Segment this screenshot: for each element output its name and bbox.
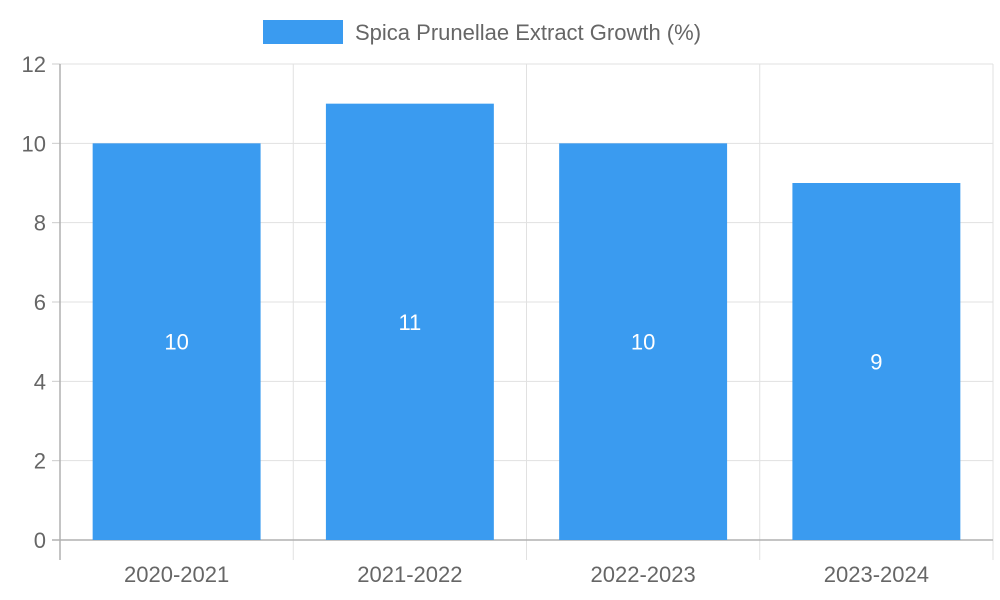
bar-value-label: 10 xyxy=(631,330,655,355)
y-tick-label: 6 xyxy=(34,290,46,315)
x-tick-label: 2023-2024 xyxy=(824,562,929,587)
y-tick-label: 2 xyxy=(34,449,46,474)
y-axis: 0 2 4 6 8 10 12 xyxy=(22,52,61,560)
y-tick-label: 10 xyxy=(22,131,46,156)
y-tick-label: 8 xyxy=(34,211,46,236)
y-tick-label: 0 xyxy=(34,528,46,553)
bar[interactable] xyxy=(92,143,261,541)
y-tick-label: 12 xyxy=(22,52,46,77)
bar[interactable] xyxy=(325,103,494,541)
legend-label: Spica Prunellae Extract Growth (%) xyxy=(355,20,701,45)
bar[interactable] xyxy=(792,183,961,540)
x-tick-label: 2022-2023 xyxy=(591,562,696,587)
bar-value-label: 9 xyxy=(870,350,882,375)
x-tick-label: 2021-2022 xyxy=(357,562,462,587)
x-tick-label: 2020-2021 xyxy=(124,562,229,587)
legend-swatch xyxy=(263,20,343,44)
y-tick-label: 4 xyxy=(34,369,46,394)
bar-value-labels: 10 11 10 9 xyxy=(164,310,882,375)
bar-value-label: 11 xyxy=(398,310,421,335)
bar[interactable] xyxy=(559,143,728,541)
legend[interactable]: Spica Prunellae Extract Growth (%) xyxy=(263,20,701,45)
bar-value-label: 10 xyxy=(164,330,188,355)
x-axis: 2020-2021 2021-2022 2022-2023 2023-2024 xyxy=(52,539,993,587)
bars xyxy=(92,103,961,541)
